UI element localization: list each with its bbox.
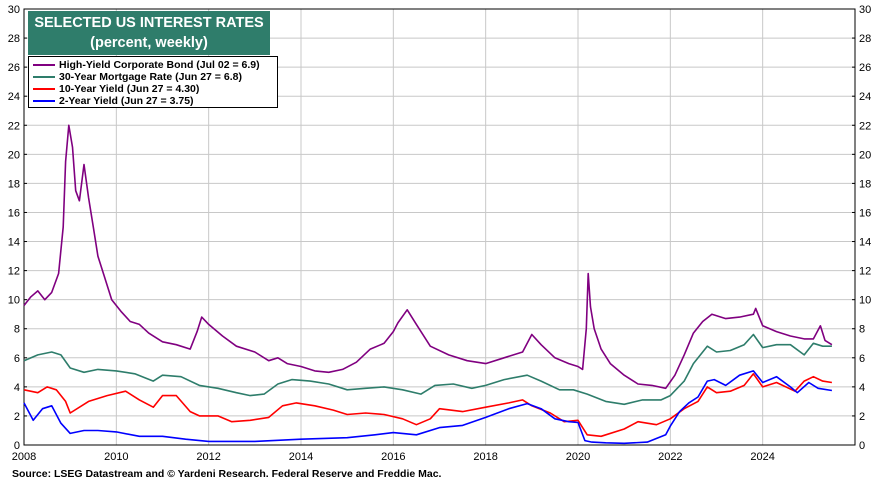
legend-item-mortgage: 30-Year Mortgage Rate (Jun 27 = 6.8) xyxy=(33,71,277,83)
x-tick-label: 2012 xyxy=(196,451,220,463)
y-tick-label-right: 26 xyxy=(859,62,871,74)
y-tick-label-right: 8 xyxy=(859,324,865,336)
y-tick-label-right: 20 xyxy=(859,149,871,161)
y-tick-label-right: 14 xyxy=(859,237,871,249)
x-tick-label: 2018 xyxy=(473,451,497,463)
series-line-2 xyxy=(23,372,833,438)
chart-title: SELECTED US INTEREST RATES xyxy=(34,15,264,31)
series-line-0 xyxy=(23,124,833,390)
y-tick-label-left: 12 xyxy=(8,266,20,278)
y-tick-label-right: 22 xyxy=(859,120,871,132)
y-tick-label-right: 30 xyxy=(859,4,871,16)
y-tick-label-left: 26 xyxy=(8,62,20,74)
plot-frame xyxy=(23,8,856,446)
y-tick-label-left: 14 xyxy=(8,237,20,249)
legend-swatch-teal xyxy=(33,76,55,78)
series-line-3 xyxy=(23,370,833,445)
legend-swatch-red xyxy=(33,88,55,90)
y-tick-label-left: 20 xyxy=(8,149,20,161)
y-tick-label-right: 2 xyxy=(859,411,865,423)
y-tick-label-right: 24 xyxy=(859,91,871,103)
legend-swatch-blue xyxy=(33,100,55,102)
y-tick-label-left: 16 xyxy=(8,207,20,219)
legend-item-high-yield: High-Yield Corporate Bond (Jul 02 = 6.9) xyxy=(33,59,277,71)
legend-label: 2-Year Yield (Jun 27 = 3.75) xyxy=(59,95,194,107)
chart-title-box: SELECTED US INTEREST RATES (percent, wee… xyxy=(28,11,270,55)
y-tick-label-left: 8 xyxy=(14,324,20,336)
x-tick-label: 2016 xyxy=(381,451,405,463)
chart-subtitle: (percent, weekly) xyxy=(90,35,208,51)
x-tick-label: 2010 xyxy=(104,451,128,463)
legend-label: High-Yield Corporate Bond (Jul 02 = 6.9) xyxy=(59,59,260,71)
x-tick-label: 2020 xyxy=(566,451,590,463)
y-tick-label-left: 24 xyxy=(8,91,20,103)
y-tick-label-left: 18 xyxy=(8,178,20,190)
legend-item-10y: 10-Year Yield (Jun 27 = 4.30) xyxy=(33,83,277,95)
y-tick-label-right: 4 xyxy=(859,382,865,394)
x-tick-label: 2024 xyxy=(750,451,774,463)
y-tick-label-right: 6 xyxy=(859,353,865,365)
y-tick-label-left: 6 xyxy=(14,353,20,365)
y-tick-label-right: 28 xyxy=(859,33,871,45)
y-tick-label-left: 28 xyxy=(8,33,20,45)
x-axis: 2008 2010 2012 2014 2016 2018 2020 2022 2024 xyxy=(12,451,775,463)
y-tick-label-right: 12 xyxy=(859,266,871,278)
series-lines xyxy=(23,124,833,445)
y-tick-label-left: 2 xyxy=(14,411,20,423)
y-tick-label-right: 18 xyxy=(859,178,871,190)
y-tick-label-left: 30 xyxy=(8,4,20,16)
legend-item-2y: 2-Year Yield (Jun 27 = 3.75) xyxy=(33,95,277,107)
legend-label: 10-Year Yield (Jun 27 = 4.30) xyxy=(59,83,200,95)
y-tick-label-right: 0 xyxy=(859,440,865,452)
chart-legend: High-Yield Corporate Bond (Jul 02 = 6.9)… xyxy=(28,56,278,108)
source-note: Source: LSEG Datastream and © Yardeni Re… xyxy=(12,468,442,480)
legend-swatch-purple xyxy=(33,64,55,66)
y-tick-label-left: 10 xyxy=(8,295,20,307)
series-line-1 xyxy=(23,333,832,406)
y-tick-label-left: 0 xyxy=(14,440,20,452)
x-tick-label: 2008 xyxy=(12,451,36,463)
y-tick-label-right: 16 xyxy=(859,207,871,219)
legend-label: 30-Year Mortgage Rate (Jun 27 = 6.8) xyxy=(59,71,242,83)
x-tick-label: 2022 xyxy=(658,451,682,463)
y-tick-label-right: 10 xyxy=(859,295,871,307)
y-tick-label-left: 22 xyxy=(8,120,20,132)
x-tick-label: 2014 xyxy=(289,451,313,463)
y-tick-label-left: 4 xyxy=(14,382,20,394)
